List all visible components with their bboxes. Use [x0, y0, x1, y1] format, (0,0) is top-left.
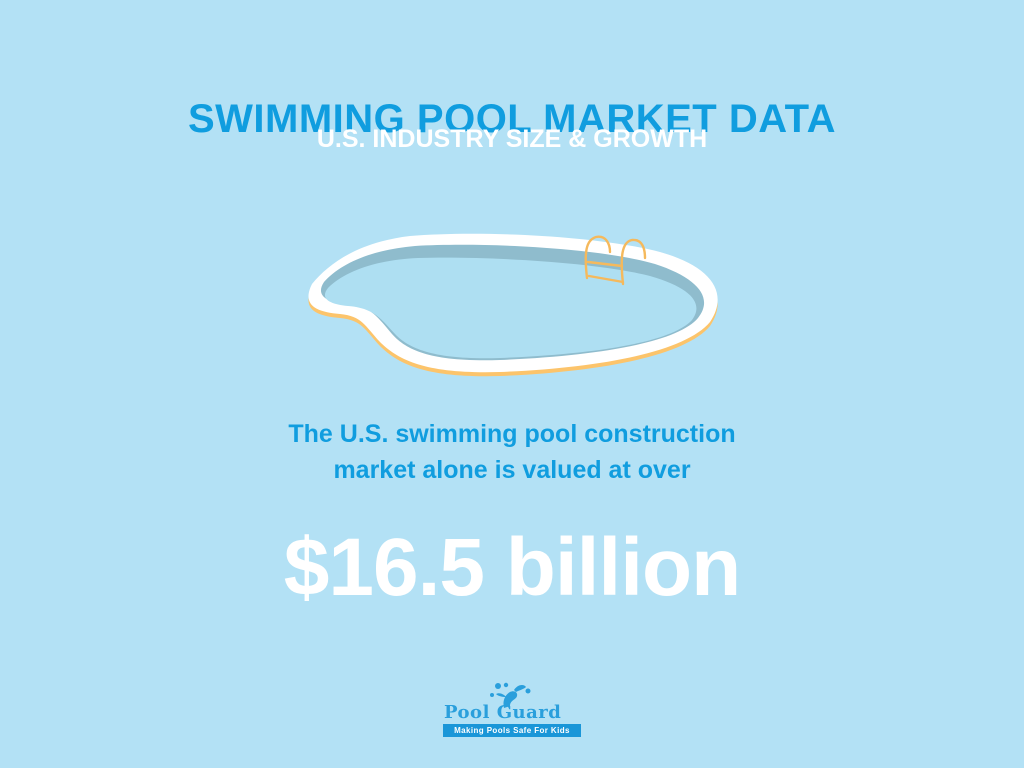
water-splash-icon: [490, 682, 531, 708]
pool-guard-logo: Pool Guard Making Pools Safe For Kids: [440, 682, 584, 740]
description-line-2: market alone is valued at over: [333, 456, 691, 484]
logo-name: Pool Guard: [444, 702, 584, 723]
logo-tagline: Making Pools Safe For Kids: [443, 724, 581, 737]
swimming-pool-icon: [300, 222, 730, 382]
market-description: The U.S. swimming pool construction mark…: [0, 416, 1024, 488]
page-title: SWIMMING POOL MARKET DATA: [187, 96, 836, 141]
description-line-1: The U.S. swimming pool construction: [288, 420, 736, 448]
page-subtitle: U.S. INDUSTRY SIZE & GROWTH: [316, 125, 708, 153]
logo-name-part1: Pool: [444, 702, 490, 723]
market-value: $16.5 billion: [283, 522, 741, 613]
logo-name-part2: Guard: [496, 702, 562, 723]
